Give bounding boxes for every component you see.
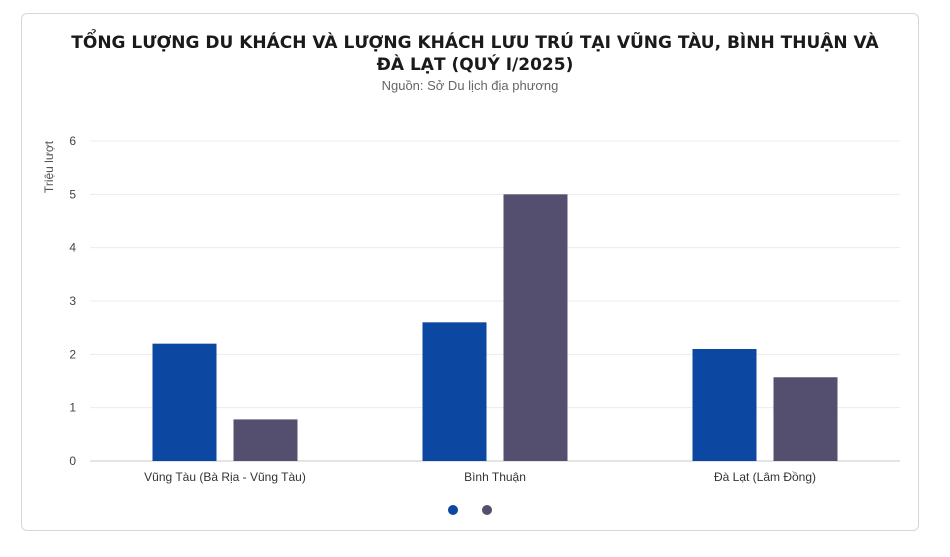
y-tick-label: 0 (69, 454, 76, 468)
y-axis-ticks: 0 1 2 3 4 5 6 (69, 134, 76, 468)
y-tick-label: 2 (69, 347, 76, 361)
bar (422, 322, 487, 461)
y-tick-label: 4 (69, 241, 76, 255)
legend (0, 505, 940, 515)
chart-subtitle: Nguồn: Sở Du lịch địa phương (381, 78, 559, 93)
bar (233, 419, 298, 461)
x-axis-ticks: Vũng Tàu (Bà Rịa - Vũng Tàu) Bình Thuận Đà… (144, 470, 816, 484)
x-tick-label: Bình Thuận (464, 470, 526, 484)
gridlines (90, 140, 900, 462)
x-tick-label: Đà Lạt (Lâm Đồng) (714, 470, 816, 484)
legend-marker[interactable] (448, 505, 458, 515)
x-tick-label: Vũng Tàu (Bà Rịa - Vũng Tàu) (144, 470, 306, 484)
bar (503, 194, 568, 462)
legend-marker[interactable] (482, 505, 492, 515)
bar (152, 343, 217, 461)
bar (773, 377, 838, 461)
y-tick-label: 3 (69, 294, 76, 308)
chart-title: TỔNG LƯỢNG DU KHÁCH VÀ LƯỢNG KHÁCH LƯU T… (71, 33, 879, 75)
y-tick-label: 1 (69, 401, 76, 415)
bars (152, 194, 838, 462)
y-axis-label: Triệu lượt (42, 140, 56, 193)
y-tick-label: 5 (69, 187, 76, 201)
y-tick-label: 6 (69, 134, 76, 148)
bar (692, 349, 757, 461)
